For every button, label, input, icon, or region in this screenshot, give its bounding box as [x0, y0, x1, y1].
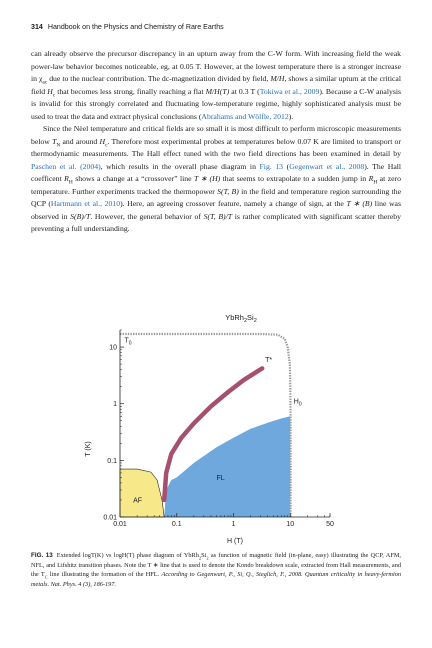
citation-link[interactable]: Gegenwart et al., 2008 [289, 161, 365, 171]
running-title: Handbook on the Physics and Chemistry of… [47, 23, 224, 31]
plot-area: 0.01 0.1 1 10 50 0.01 0.1 1 10 T0 T* H0 AF FL [103, 329, 334, 528]
x-axis-label: H (T) [227, 538, 243, 545]
x-tick-label: 0.01 [113, 521, 127, 528]
citation-link[interactable]: Tokiwa et al., 2009 [259, 86, 320, 96]
running-header: 314 Handbook on the Physics and Chemistr… [31, 23, 401, 31]
paragraph-2: Since the Nèel temperature and critical … [31, 124, 402, 233]
t0-h0-line [120, 332, 292, 517]
h0-label: H0 [294, 399, 302, 408]
y-tick-label: 10 [109, 345, 117, 352]
paragraph-1: can already observe the precursor discre… [31, 49, 402, 121]
figure-caption: FIG. 13 Extended logT(K) vs logH(T) phase… [31, 552, 401, 588]
caption-reference: According to Gegenwart, P., Si, Q., Steg… [31, 571, 401, 588]
body-text: can already observe the precursor discre… [31, 48, 401, 236]
page-number: 314 [31, 23, 43, 31]
chart-title: YbRh2Si2 [225, 313, 257, 324]
af-label: AF [133, 498, 142, 505]
caption-label: FIG. 13 [31, 552, 53, 559]
fl-region [164, 416, 291, 517]
citation-link[interactable]: Hartmann et al., 2010 [50, 199, 121, 208]
x-tick-label: 1 [232, 521, 236, 528]
y-tick-label: 0.1 [107, 458, 117, 465]
figure-13: YbRh2Si2 0.01 0.1 1 10 50 0.01 0.1 1 10 T0 T* H0 AF F… [80, 305, 370, 545]
x-tick-label: 0.1 [172, 521, 182, 528]
tstar-label: T* [265, 357, 272, 364]
y-axis-label: T (K) [85, 441, 92, 456]
fl-label: FL [216, 475, 224, 482]
phase-diagram-chart: YbRh2Si2 0.01 0.1 1 10 50 0.01 0.1 1 10 T0 T* H0 AF F… [85, 313, 334, 545]
x-tick-label: 10 [286, 521, 294, 528]
y-tick-label: 0.01 [103, 515, 117, 522]
tstar-line [161, 366, 265, 503]
figure-link[interactable]: Fig. 13 [259, 161, 284, 171]
af-region [119, 468, 165, 518]
citation-link[interactable]: Paschen et al. (2004) [31, 161, 101, 171]
x-tick-label: 50 [326, 521, 334, 528]
y-tick-label: 1 [113, 401, 117, 408]
t0-label: T0 [124, 338, 131, 347]
citation-link[interactable]: Abrahams and Wölfle, 2012 [201, 111, 289, 121]
